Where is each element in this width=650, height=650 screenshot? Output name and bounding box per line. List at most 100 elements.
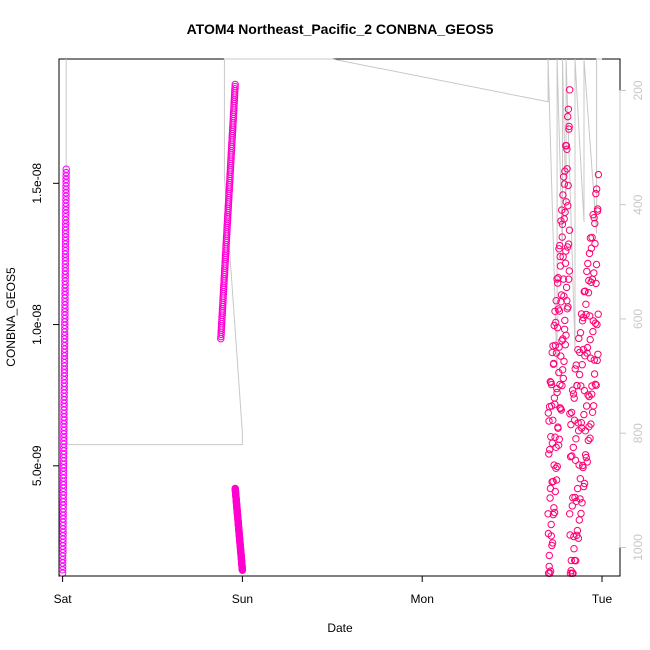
data-point	[587, 244, 596, 252]
data-point	[549, 416, 557, 424]
data-point	[559, 374, 567, 383]
data-point	[562, 198, 570, 206]
data-point	[575, 370, 584, 379]
data-point	[551, 341, 560, 350]
x-tick-label: Sat	[54, 592, 73, 606]
data-point	[562, 283, 571, 292]
data-point	[589, 327, 597, 336]
pressure-line	[62, 58, 602, 571]
data-point	[568, 502, 576, 510]
data-point	[573, 526, 582, 535]
data-point	[550, 508, 559, 517]
data-point	[578, 361, 586, 369]
data-point	[594, 310, 602, 318]
data-point	[569, 443, 577, 452]
data-point	[567, 556, 575, 565]
data-point	[577, 382, 585, 390]
data-point	[580, 410, 588, 419]
data-point	[555, 343, 563, 351]
data-point	[574, 534, 583, 542]
data-point	[586, 335, 594, 344]
data-point	[552, 476, 561, 484]
data-point	[585, 249, 594, 258]
data-point	[552, 464, 560, 472]
data-point	[576, 495, 584, 503]
data-point	[557, 406, 565, 414]
data-point	[555, 245, 563, 253]
data-point	[575, 516, 583, 524]
data-point	[590, 214, 598, 222]
data-point	[547, 380, 556, 389]
data-point	[570, 545, 578, 553]
data-point	[579, 463, 587, 472]
data-point	[594, 350, 602, 358]
data-point	[583, 343, 592, 352]
data-point	[545, 551, 553, 560]
data-point	[544, 409, 552, 417]
data-point	[568, 452, 576, 460]
data-point	[583, 458, 591, 466]
data-point	[574, 419, 582, 427]
data-point	[550, 504, 558, 512]
data-point	[590, 356, 598, 364]
data-point	[545, 450, 553, 458]
data-point	[583, 349, 591, 357]
data-point	[580, 386, 589, 395]
data-point	[591, 219, 599, 228]
data-point	[585, 276, 593, 285]
data-point	[572, 361, 580, 369]
data-point	[584, 436, 592, 445]
data-point	[565, 226, 574, 234]
data-point	[565, 267, 573, 275]
data-point	[551, 433, 559, 441]
data-point	[592, 260, 601, 269]
data-point	[557, 352, 565, 360]
data-point	[554, 279, 562, 287]
data-point	[546, 445, 554, 454]
data-point	[565, 275, 573, 283]
data-point	[587, 354, 595, 362]
data-point	[583, 267, 591, 276]
data-point	[62, 168, 70, 177]
data-point	[571, 493, 579, 502]
data-point	[577, 310, 586, 318]
data-point	[547, 532, 555, 540]
data-point	[567, 408, 576, 417]
y2-tick-label: 800	[631, 423, 645, 443]
data-point	[589, 211, 597, 219]
data-point	[592, 381, 600, 389]
data-point	[572, 557, 580, 565]
data-point	[588, 408, 597, 416]
data-point	[581, 451, 590, 459]
plot-frame	[58, 58, 621, 577]
data-point	[231, 80, 239, 89]
data-point	[584, 391, 592, 399]
secondary-y-axis: 200 400 600 800 1000	[619, 80, 645, 561]
data-point	[555, 307, 564, 315]
data-point	[581, 287, 589, 295]
data-point	[584, 259, 592, 268]
data-point	[560, 173, 568, 181]
y2-tick-label: 400	[631, 194, 645, 214]
data-point	[593, 320, 601, 329]
x-tick-label: Tue	[592, 592, 613, 606]
data-point	[587, 420, 595, 428]
data-point	[561, 316, 569, 325]
data-point	[582, 300, 590, 308]
data-point	[580, 479, 589, 488]
data-point	[561, 341, 569, 349]
data-point	[564, 303, 572, 311]
data-point	[560, 180, 569, 188]
data-point	[566, 531, 574, 539]
data-point	[580, 482, 588, 491]
data-point	[552, 297, 560, 305]
data-point	[573, 381, 581, 390]
data-point	[567, 420, 575, 429]
data-point	[591, 380, 599, 388]
y-tick-label: 1.5e-08	[30, 163, 44, 204]
data-point	[561, 208, 569, 217]
data-point	[573, 484, 582, 493]
data-point	[591, 319, 600, 327]
data-point	[571, 365, 579, 373]
y-axis: 5.0e-09 1.0e-08 1.5e-08	[30, 163, 60, 486]
